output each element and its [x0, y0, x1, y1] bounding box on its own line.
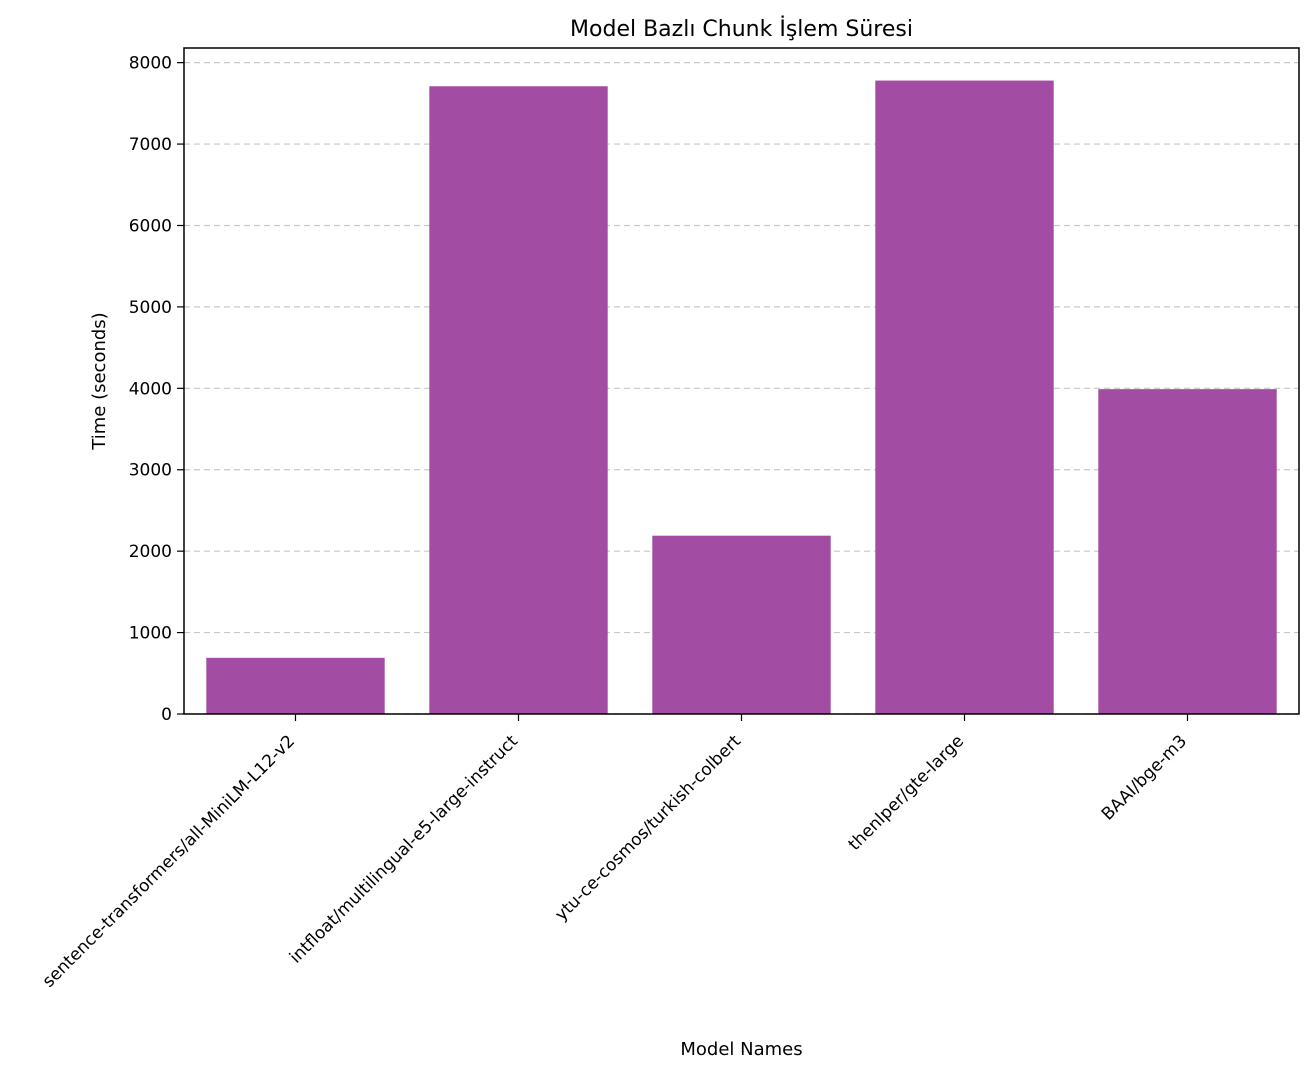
bar: [1098, 389, 1277, 714]
bars: [206, 80, 1277, 715]
chart-title: Model Bazlı Chunk İşlem Süresi: [570, 16, 913, 42]
y-tick-label: 2000: [129, 542, 172, 562]
bar: [652, 535, 831, 714]
x-tick-label: intfloat/multilingual-e5-large-instruct: [286, 731, 522, 967]
x-tick-label: sentence-transformers/all-MiniLM-L12-v2: [39, 731, 299, 991]
bar: [875, 80, 1054, 714]
y-axis-label: Time (seconds): [89, 312, 110, 450]
x-axis-label: Model Names: [680, 1039, 802, 1060]
y-tick-label: 6000: [129, 216, 172, 236]
y-tick-label: 1000: [129, 624, 172, 644]
x-tick-label: BAAI/bge-m3: [1098, 731, 1191, 824]
y-tick-label: 7000: [129, 135, 172, 155]
x-tick-label: ytu-ce-cosmos/turkish-colbert: [551, 731, 745, 925]
y-tick-label: 3000: [129, 461, 172, 481]
y-tick-label: 4000: [129, 379, 172, 399]
y-axis-ticks: 0 1000 2000 3000 4000 5000 6000 7000 8000: [129, 54, 184, 725]
bar: [206, 657, 385, 714]
x-tick-label: thenlper/gte-large: [845, 731, 968, 854]
bar: [429, 86, 608, 715]
y-tick-label: 8000: [129, 54, 172, 74]
y-tick-label: 0: [161, 705, 172, 725]
y-tick-label: 5000: [129, 298, 172, 318]
x-axis-ticks: sentence-transformers/all-MiniLM-L12-v2i…: [39, 714, 1191, 992]
